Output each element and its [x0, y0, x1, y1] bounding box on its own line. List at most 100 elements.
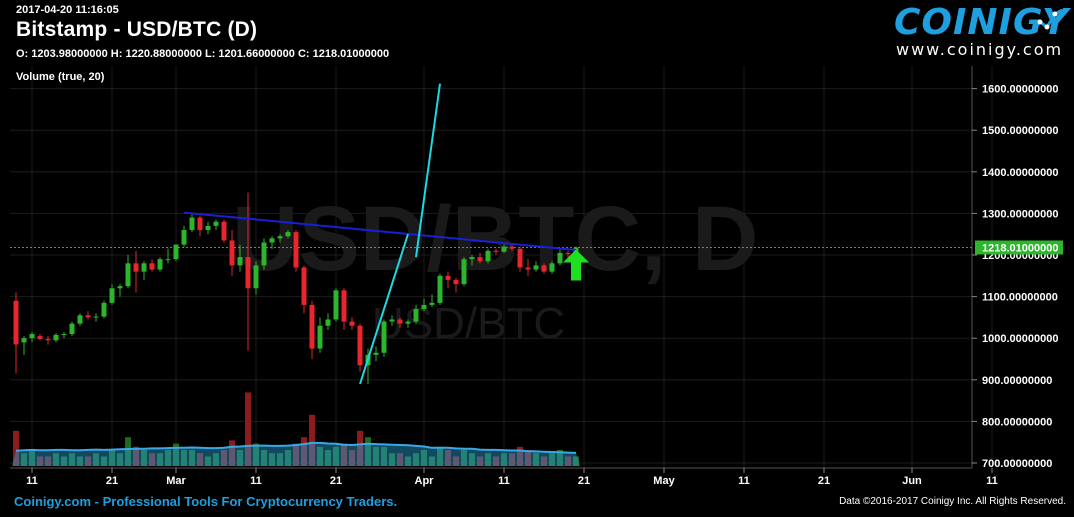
- candle-body: [445, 275, 451, 280]
- candlesticks: [13, 192, 579, 384]
- candle: [389, 315, 395, 326]
- volume-bar: [333, 446, 339, 466]
- candle-body: [413, 309, 419, 322]
- candle: [213, 219, 219, 231]
- candle: [557, 248, 563, 266]
- candle: [445, 271, 451, 289]
- candle-body: [405, 321, 411, 324]
- candle-body: [269, 238, 275, 243]
- candle-body: [125, 263, 131, 287]
- candle-body: [429, 302, 435, 305]
- candle: [77, 313, 83, 326]
- volume-bar: [309, 414, 315, 466]
- last-price-badge: [975, 240, 1063, 255]
- candle-body: [229, 240, 235, 266]
- candle: [13, 292, 19, 374]
- volume-bars: [13, 392, 579, 466]
- candle: [565, 250, 571, 258]
- candle-body: [133, 263, 139, 272]
- volume-bar: [461, 450, 467, 466]
- y-tick-label: 900.00000000: [982, 375, 1052, 387]
- candle: [197, 215, 203, 237]
- volume-bar: [453, 456, 459, 466]
- candle-body: [261, 242, 267, 266]
- volume-ma-line: [15, 441, 577, 454]
- candle: [125, 255, 131, 289]
- candle: [85, 311, 91, 320]
- volume-bar: [389, 453, 395, 466]
- candle-body: [565, 252, 571, 254]
- volume-bar: [421, 450, 427, 466]
- volume-bar: [341, 443, 347, 466]
- candle: [437, 273, 443, 305]
- candle-body: [117, 286, 123, 289]
- candle-body: [13, 300, 19, 345]
- candle: [501, 244, 507, 253]
- candle: [461, 257, 467, 287]
- volume-indicator-label[interactable]: Volume (true, 20): [16, 71, 105, 83]
- volume-bar: [405, 456, 411, 466]
- candle-body: [325, 319, 331, 326]
- volume-bar: [501, 453, 507, 466]
- candle: [45, 336, 51, 345]
- candle-body: [173, 244, 179, 260]
- candle-body: [517, 248, 523, 268]
- candle-body: [189, 217, 195, 231]
- y-tick-label: 700.00000000: [982, 458, 1052, 470]
- candle: [69, 321, 75, 337]
- candle-body: [349, 321, 355, 326]
- candle: [221, 219, 227, 243]
- candle-body: [357, 325, 363, 366]
- x-tick-label: 21: [818, 475, 830, 487]
- candle-body: [213, 221, 219, 226]
- candle: [109, 284, 115, 305]
- volume-bar: [117, 453, 123, 466]
- candle: [309, 300, 315, 359]
- volume-bar: [109, 450, 115, 466]
- volume-bar: [349, 450, 355, 466]
- candle: [349, 317, 355, 330]
- candle-body: [509, 246, 515, 249]
- candle-body: [493, 250, 499, 252]
- volume-bar: [357, 430, 363, 466]
- volume-bar: [397, 453, 403, 466]
- volume-bar: [437, 446, 443, 466]
- candle: [133, 250, 139, 293]
- volume-bar: [517, 446, 523, 466]
- candle: [341, 288, 347, 330]
- candle-body: [301, 267, 307, 305]
- candle: [293, 230, 299, 272]
- candle: [237, 244, 243, 272]
- candle-body: [285, 232, 291, 237]
- candle-body: [61, 334, 67, 336]
- volume-bar: [325, 450, 331, 466]
- candle-body: [421, 304, 427, 310]
- volume-bar: [301, 437, 307, 466]
- candle-body: [157, 259, 163, 270]
- candle: [325, 313, 331, 330]
- trendline-blue: [183, 211, 577, 252]
- candle-body: [341, 290, 347, 322]
- candle-body: [221, 221, 227, 241]
- volume-bar: [125, 437, 131, 466]
- footer-copyright: Data ©2016-2017 Coinigy Inc. All Rights …: [839, 496, 1066, 507]
- candle-body: [397, 319, 403, 324]
- drawing-annotations: [183, 83, 589, 385]
- trendline-cyan: [359, 233, 409, 385]
- y-tick-label: 800.00000000: [982, 416, 1052, 428]
- candle: [453, 277, 459, 293]
- volume-bar: [469, 453, 475, 466]
- volume-bar: [205, 456, 211, 466]
- footer-tagline[interactable]: Coinigy.com - Professional Tools For Cry…: [14, 494, 398, 509]
- volume-bar: [533, 453, 539, 466]
- candle: [189, 213, 195, 233]
- candle-body: [53, 334, 59, 341]
- volume-bar: [37, 456, 43, 466]
- volume-bar: [93, 453, 99, 466]
- x-tick-label: Apr: [415, 475, 435, 487]
- candle: [181, 225, 187, 247]
- volume-bar: [525, 450, 531, 466]
- volume-bar: [269, 453, 275, 466]
- candle-body: [181, 230, 187, 245]
